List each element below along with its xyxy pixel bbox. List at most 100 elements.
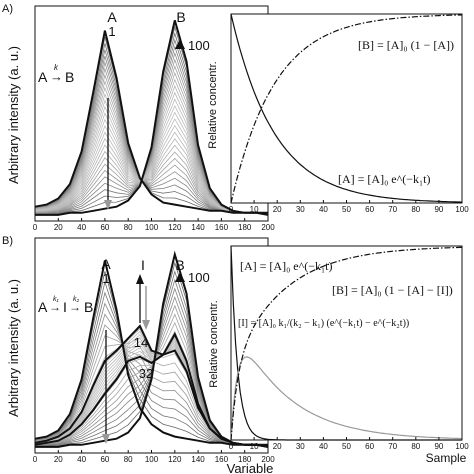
insetB-curve-B <box>230 246 462 441</box>
panel-a-tick-label-40: 40 <box>77 223 86 232</box>
panel-b-ylabel: Arbitrary intensity (a. u.) <box>6 279 21 417</box>
panel-a-arrow-down-head <box>104 200 112 210</box>
panel-b-scheme-arrow1: → <box>49 300 61 314</box>
plotB-spectrum-b-100 <box>35 250 268 448</box>
panel-a-inset-ylabel: Relative concentr. <box>207 61 219 148</box>
panel-a-peak-a-name: A <box>107 9 117 25</box>
panel-b-plot <box>34 250 269 448</box>
panel-b-inset-tick-label-40: 40 <box>319 442 328 451</box>
panel-a-arrow-up-head <box>175 39 185 49</box>
panel-b-scheme-arrow2: → <box>69 300 81 314</box>
panel-a-inset-tick-label-20: 20 <box>273 205 282 214</box>
panel-b-xticks: 0 20 40 60 80 100 120 140 160 180 200 <box>33 450 275 464</box>
panel-a-tick-label-120: 120 <box>168 223 182 232</box>
panel-b-arrow-b-head <box>175 272 185 282</box>
panel-b-peak-b-value: 100 <box>188 270 210 285</box>
panel-a-inset-tick-label-30: 30 <box>296 205 305 214</box>
panel-a-inset-tick-label-40: 40 <box>319 205 328 214</box>
panel-a-inset-tick-label-70: 70 <box>388 205 397 214</box>
panel-a-inset-plot <box>230 13 463 204</box>
panel-b-tick-label-120: 120 <box>168 455 182 464</box>
panel-b-inset-frame <box>230 245 463 441</box>
panel-a-inset-tick-label-0: 0 <box>229 205 234 214</box>
panel-a-tick-label-0: 0 <box>33 223 38 232</box>
panel-b-scheme-k2: k₂ <box>73 296 80 303</box>
panel-b-inset-tick-label-10: 10 <box>250 442 259 451</box>
panel-a-ylabel: Arbitrary intensity (a. u.) <box>6 46 21 184</box>
panel-b-tick-label-140: 140 <box>191 455 205 464</box>
panel-b-inset-tick-label-30: 30 <box>296 442 305 451</box>
panel-b-peak-i-value-32: 32 <box>139 366 153 381</box>
panel-b-letter: B) <box>2 235 13 247</box>
panel-b-tick-label-20: 20 <box>54 455 63 464</box>
panel-a-letter: A) <box>2 3 13 15</box>
panel-a-tick-label-180: 180 <box>238 223 252 232</box>
panel-b-peak-a-value: 1 <box>102 271 109 286</box>
panel-a-inset-frame <box>230 13 463 204</box>
panel-a-inset-tick-label-10: 10 <box>250 205 259 214</box>
panel-b-tick-label-200: 200 <box>261 455 275 464</box>
panel-b-inset-xticks: 0 10 20 30 40 50 60 70 80 90 100 <box>229 437 469 451</box>
panel-a-tick-label-60: 60 <box>100 223 109 232</box>
panel-a-scheme-right: B <box>65 69 74 85</box>
panel-a-peak-b-name: B <box>176 9 185 25</box>
panel-b-inset-equation-b: [B] = [A]₀ (1 − [A] − [I]) <box>332 283 453 297</box>
insetB-curve-I <box>230 356 463 441</box>
panel-a-inset-tick-label-90: 90 <box>434 205 443 214</box>
panel-b-inset-tick-label-100: 100 <box>455 442 469 451</box>
panel-a-tick-label-160: 160 <box>215 223 229 232</box>
panel-a-inset-tick-label-50: 50 <box>342 205 351 214</box>
panel-b-scheme-left: A <box>38 299 48 315</box>
panel-b-inset-tick-label-70: 70 <box>388 442 397 451</box>
panel-a-tick-label-20: 20 <box>54 223 63 232</box>
panel-b-peak-b-name: B <box>175 257 184 273</box>
panel-b-peak-i-name: I <box>141 257 145 273</box>
panel-a: A) Arbitrary intensity (a. u.) 0 20 40 60 80… <box>2 3 469 232</box>
panel-a-xticks: 0 20 40 60 80 100 120 140 160 180 200 <box>33 218 275 232</box>
panel-a-tick-label-140: 140 <box>191 223 205 232</box>
panel-b-xlabel: Variable <box>227 461 274 474</box>
panel-b-scheme-mid: I <box>63 299 67 315</box>
plotB-spectrum-a-1 <box>34 260 269 448</box>
panel-a-inset-tick-label-100: 100 <box>455 205 469 214</box>
panel-a-inset-equation-a: [A] = [A]₀ e^(−k₁t) <box>338 172 431 186</box>
panel-a-peak-a-value: 1 <box>108 24 115 39</box>
plotA-spectrum-a-1 <box>34 30 269 216</box>
panel-b-tick-label-0: 0 <box>33 455 38 464</box>
panel-b-inset-tick-label-50: 50 <box>342 442 351 451</box>
panel-b-tick-label-180: 180 <box>238 455 252 464</box>
panel-a-inset: 0 10 20 30 40 50 60 70 80 90 100 Relative concentr… <box>207 13 469 214</box>
panel-a-inset-equation-b: [B] = [A]₀ (1 − [A]) <box>358 38 454 52</box>
panel-a-inset-tick-label-80: 80 <box>411 205 420 214</box>
panel-b-inset-equation-a: [A] = [A]₀ e^(−k₁t) <box>240 259 333 273</box>
panel-a-scheme-left: A <box>38 69 48 85</box>
panel-b-arrow-down-a-head <box>102 434 110 444</box>
panel-b-inset-tick-label-80: 80 <box>411 442 420 451</box>
panel-b-tick-label-40: 40 <box>77 455 86 464</box>
panel-b-tick-label-160: 160 <box>215 455 229 464</box>
panel-b-tick-label-80: 80 <box>124 455 133 464</box>
panel-b-peak-a-name: A <box>101 256 111 272</box>
panel-b-inset-equation-i: [I] = [A]₀ k₁/(k₂ − k₁) (e^(−k₁t) − e^(−… <box>238 318 409 329</box>
panel-b-inset: 0 10 20 30 40 50 60 70 80 90 100 Relative concentr… <box>208 245 469 465</box>
panel-a-tick-label-200: 200 <box>261 223 275 232</box>
panel-b-inset-tick-label-90: 90 <box>434 442 443 451</box>
panel-b-inset-xlabel: Sample <box>426 451 467 465</box>
panel-b-scheme-right: B <box>84 299 93 315</box>
panel-a-tick-label-100: 100 <box>145 223 159 232</box>
panel-a-scheme-k: k <box>54 63 59 72</box>
panel-a-plot <box>34 20 269 216</box>
panel-a-inset-xticks: 0 10 20 30 40 50 60 70 80 90 100 <box>229 200 469 214</box>
insetA-curve-A <box>230 13 463 203</box>
panel-b-tick-label-60: 60 <box>100 455 109 464</box>
panel-b-peak-i-value-14: 14 <box>134 335 148 350</box>
panel-b-arrow-up-i-head <box>136 274 144 284</box>
panel-b-tick-label-100: 100 <box>145 455 159 464</box>
panel-b-arrow-down-i-head <box>142 320 150 330</box>
panel-b-inset-tick-label-20: 20 <box>273 442 282 451</box>
panel-b: B) Arbitrary intensity (a. u.) 0 20 40 60 80… <box>2 235 469 474</box>
panel-b-inset-tick-label-0: 0 <box>229 442 234 451</box>
panel-b-inset-ylabel: Relative concentr. <box>208 300 220 387</box>
panel-a-inset-tick-label-60: 60 <box>365 205 374 214</box>
